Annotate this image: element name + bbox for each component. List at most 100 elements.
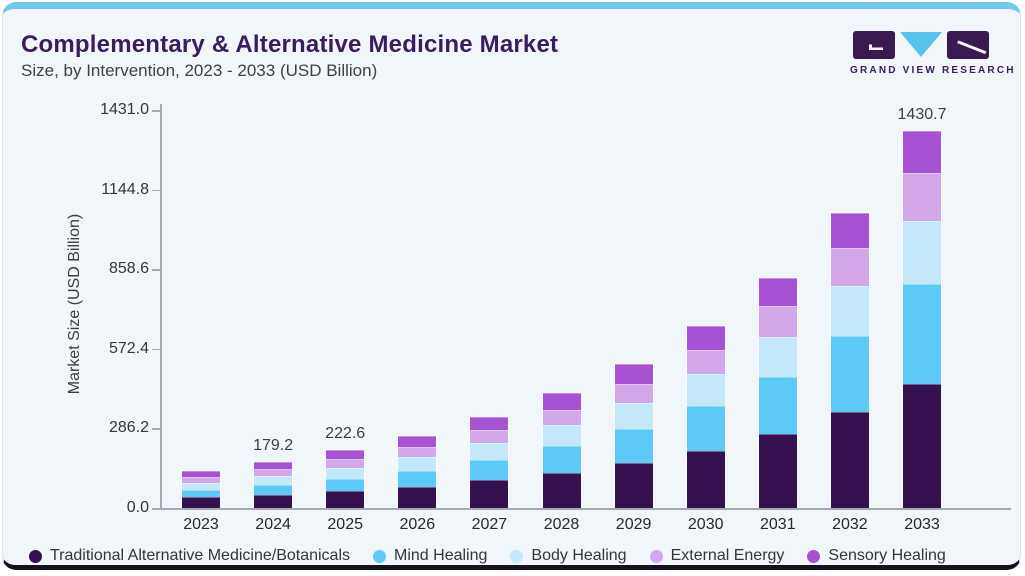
bar-segment-sensory-healing — [830, 212, 869, 248]
legend-dot — [373, 549, 387, 563]
y-axis-tick-label: 572.4 — [108, 339, 149, 357]
legend-item-traditional-alternative-medicine-botanicals: Traditional Alternative Medicine/Botanic… — [29, 547, 350, 565]
x-axis-label-2032: 2032 — [832, 516, 868, 533]
bar-segment-body-healing — [542, 425, 581, 447]
x-axis-line — [160, 508, 1011, 510]
chart-title: Complementary & Alternative Medicine Mar… — [21, 31, 559, 58]
bar-segment-mind-healing — [758, 376, 797, 435]
bar-2031 — [757, 276, 798, 508]
y-axis-tick — [152, 508, 160, 510]
bar-2029 — [613, 363, 654, 508]
bar-value-label: 1430.7 — [897, 105, 947, 123]
bar-segment-sensory-healing — [542, 393, 581, 410]
x-axis-label-2031: 2031 — [760, 516, 796, 533]
bar-segment-mind-healing — [470, 459, 509, 481]
legend-dot — [510, 549, 524, 563]
bar-segment-external-energy — [470, 430, 509, 443]
grand-view-research-icon — [853, 31, 989, 59]
bar-segment-sensory-healing — [686, 326, 725, 350]
x-axis-label-2027: 2027 — [471, 516, 508, 533]
chart-legend: Traditional Alternative Medicine/Botanic… — [29, 547, 1009, 565]
bar-segment-sensory-healing — [182, 470, 220, 478]
bar-segment-traditional-alternative-medicine-botanicals — [758, 434, 797, 508]
bar-segment-body-healing — [614, 403, 653, 429]
bar-segment-body-healing — [758, 336, 797, 377]
brand-logo-text: GRAND VIEW RESEARCH — [850, 65, 1016, 76]
bar-segment-body-healing — [398, 457, 437, 471]
y-axis-line — [160, 104, 162, 509]
y-axis-tick — [152, 428, 160, 430]
x-axis-label-2023: 2023 — [183, 516, 219, 533]
bar-2033 — [902, 129, 942, 508]
x-axis-label-2026: 2026 — [399, 516, 436, 533]
bar-segment-mind-healing — [542, 446, 581, 473]
bar-segment-body-healing — [470, 442, 509, 460]
legend-label: Traditional Alternative Medicine/Botanic… — [50, 547, 351, 564]
legend-dot — [649, 549, 663, 563]
bar-segment-body-healing — [686, 373, 725, 407]
bar-segment-traditional-alternative-medicine-botanicals — [830, 412, 869, 508]
bar-segment-external-energy — [758, 306, 797, 337]
y-axis-tick — [152, 189, 160, 192]
x-axis-label-2033: 2033 — [904, 516, 940, 533]
bar-segment-external-energy — [182, 477, 220, 483]
bar-segment-mind-healing — [182, 489, 220, 498]
y-axis-tick — [152, 348, 160, 351]
bar-segment-sensory-healing — [614, 364, 653, 384]
bar-segment-external-energy — [398, 446, 437, 458]
legend-label: Body Healing — [531, 547, 627, 564]
bar-2024 — [253, 460, 294, 508]
y-axis-tick-label: 286.2 — [108, 419, 149, 437]
bar-segment-traditional-alternative-medicine-botanicals — [254, 494, 293, 508]
bar-segment-traditional-alternative-medicine-botanicals — [182, 497, 220, 508]
bar-segment-traditional-alternative-medicine-botanicals — [686, 450, 725, 508]
bar-segment-sensory-healing — [326, 450, 365, 460]
bar-segment-traditional-alternative-medicine-botanicals — [614, 463, 653, 508]
y-axis-tick-label: 1431.0 — [100, 101, 149, 118]
bar-segment-external-energy — [326, 459, 365, 468]
bar-segment-external-energy — [254, 469, 293, 476]
legend-label: Mind Healing — [394, 547, 488, 564]
x-axis-label-2025: 2025 — [327, 516, 363, 533]
bar-2030 — [685, 325, 726, 508]
bar-segment-traditional-alternative-medicine-botanicals — [470, 480, 509, 508]
y-axis-tick — [152, 269, 160, 271]
bar-2032 — [829, 211, 870, 508]
x-axis-label-2024: 2024 — [255, 516, 291, 533]
legend-label: External Energy — [670, 547, 785, 564]
legend-item-sensory-healing: Sensory Healing — [807, 547, 946, 565]
bar-segment-external-energy — [830, 247, 869, 286]
bar-segment-external-energy — [903, 172, 941, 222]
legend-item-mind-healing: Mind Healing — [373, 547, 487, 565]
bar-segment-mind-healing — [614, 428, 653, 464]
legend-item-external-energy: External Energy — [649, 547, 785, 565]
legend-label: Sensory Healing — [828, 547, 946, 564]
bar-segment-sensory-healing — [758, 277, 797, 307]
x-axis-label-2028: 2028 — [543, 516, 580, 533]
x-axis-label-2030: 2030 — [687, 516, 724, 533]
bar-segment-external-energy — [614, 383, 653, 404]
y-axis-title: Market Size (USD Billion) — [66, 213, 83, 395]
bar-segment-external-energy — [542, 409, 581, 426]
bar-segment-sensory-healing — [470, 416, 509, 431]
bar-segment-sensory-healing — [903, 130, 941, 173]
bar-segment-body-healing — [326, 467, 365, 479]
bar-2023 — [181, 469, 221, 508]
y-axis-tick-label: 1144.8 — [101, 180, 149, 198]
bar-segment-traditional-alternative-medicine-botanicals — [542, 472, 581, 508]
bar-segment-traditional-alternative-medicine-botanicals — [398, 486, 437, 508]
bar-segment-mind-healing — [686, 406, 725, 451]
legend-dot — [807, 549, 821, 563]
bar-segment-sensory-healing — [398, 435, 437, 447]
y-axis-tick — [152, 110, 160, 112]
bar-2025 — [325, 449, 366, 508]
bar-segment-body-healing — [903, 221, 941, 285]
bar-segment-external-energy — [686, 349, 725, 374]
bar-segment-mind-healing — [326, 478, 365, 492]
bar-2028 — [541, 392, 582, 508]
bar-segment-traditional-alternative-medicine-botanicals — [903, 384, 941, 508]
bar-segment-traditional-alternative-medicine-botanicals — [326, 491, 365, 508]
bar-2026 — [397, 434, 438, 508]
bar-segment-mind-healing — [398, 470, 437, 487]
